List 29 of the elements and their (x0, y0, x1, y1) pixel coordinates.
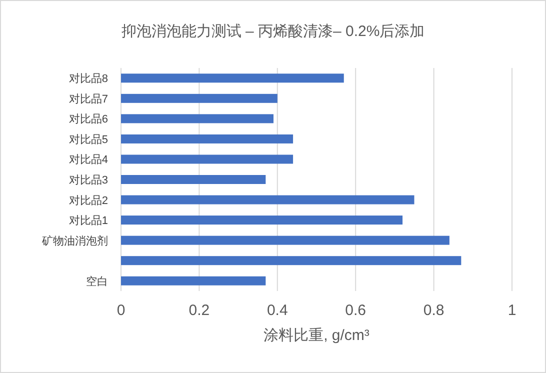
bar (121, 216, 403, 225)
x-tick-label: 0 (116, 302, 126, 319)
x-tick-label: 0.6 (345, 302, 366, 319)
bar (121, 175, 266, 184)
x-tick-label: 0.4 (266, 302, 288, 319)
bar (121, 134, 294, 144)
y-tick-label: 对比品2 (68, 194, 108, 207)
bar (121, 195, 414, 204)
y-tick-label: 对比品6 (68, 112, 108, 126)
bar (121, 236, 450, 245)
bar (121, 114, 274, 124)
chart-title: 抑泡消泡能力测试 – 丙烯酸清漆– 0.2%后添加 (121, 23, 425, 40)
x-tick-label: 1 (508, 302, 516, 319)
y-tick-label: 对比品4 (68, 153, 108, 166)
bar (121, 154, 294, 164)
x-tick-label: 0.2 (188, 302, 210, 319)
y-tick-label: 对比品7 (68, 92, 108, 106)
y-tick-label: 空白 (86, 274, 108, 288)
y-tick-label: 对比品3 (68, 174, 108, 186)
x-tick-label: 0.8 (423, 302, 444, 319)
y-tick-label: 对比品8 (68, 72, 108, 86)
bar (121, 256, 462, 266)
y-tick-label: 对比品5 (68, 132, 108, 146)
y-tick-label: 矿物油消泡剂 (41, 234, 108, 248)
bar (121, 276, 266, 286)
y-tick-label: 对比品1 (68, 214, 108, 228)
bar (121, 94, 278, 103)
bar (121, 74, 344, 83)
x-axis-title: 涂料比重, g/cm³ (264, 327, 370, 344)
